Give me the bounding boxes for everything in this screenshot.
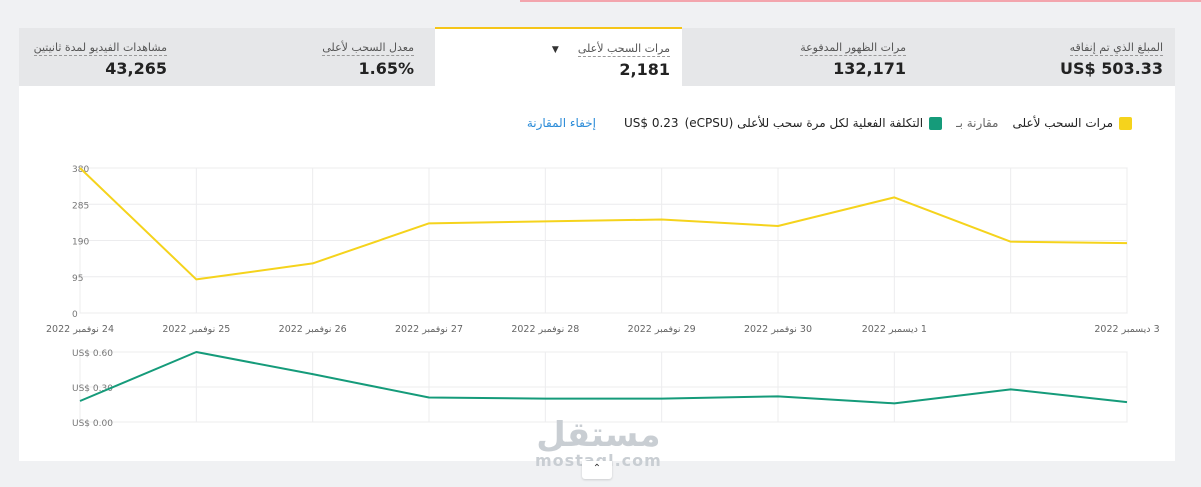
- metric-value: 2,181: [619, 60, 670, 79]
- metric-value: 43,265: [105, 59, 167, 78]
- legend-item-ecpsu[interactable]: التكلفة الفعلية لكل مرة سحب للأعلى (eCPS…: [624, 116, 943, 130]
- legend-item-swipe-ups[interactable]: مرات السحب لأعلى: [1012, 116, 1132, 130]
- y-tick-label: US$ 0.30: [72, 384, 113, 394]
- chart-legend: مرات السحب لأعلى مقارنة بـ التكلفة الفعل…: [527, 116, 1132, 130]
- y-tick-label: US$ 0.00: [72, 419, 113, 429]
- x-tick-label: 25 نوفمبر 2022: [162, 324, 230, 335]
- x-tick-label: 1 ديسمبر 2022: [862, 324, 927, 335]
- y-tick-label: 285: [72, 201, 89, 211]
- y-tick-label: 95: [72, 274, 83, 284]
- legend-value: US$ 0.23: [624, 116, 679, 130]
- x-tick-label: 26 نوفمبر 2022: [279, 324, 347, 335]
- metric-value: 132,171: [833, 59, 906, 78]
- metric-swipe-ups[interactable]: مرات السحب لأعلى ▼ 2,181: [435, 27, 682, 87]
- y-tick-label: US$ 0.60: [72, 349, 113, 359]
- watermark-text: مستقل: [536, 415, 661, 455]
- metrics-bar: المبلغ الذي تم إنفاقه US$ 503.33 مرات ال…: [19, 27, 1175, 87]
- series-line: [79, 167, 1128, 281]
- x-tick-label: 27 نوفمبر 2022: [395, 324, 463, 335]
- watermark-site: mostaql.com: [535, 452, 662, 470]
- metric-value: 1.65%: [358, 59, 414, 78]
- metric-value: US$ 503.33: [1060, 59, 1163, 78]
- dropdown-caret-icon[interactable]: ▼: [551, 45, 559, 55]
- chart-card: مرات السحب لأعلى مقارنة بـ التكلفة الفعل…: [19, 86, 1175, 461]
- top-accent-strip: [520, 0, 1201, 2]
- metric-label: مرات السحب لأعلى: [577, 42, 670, 57]
- x-tick-label: 24 نوفمبر 2022: [46, 324, 114, 335]
- x-tick-label: 29 نوفمبر 2022: [628, 324, 696, 335]
- metric-label: معدل السحب لأعلى: [322, 41, 414, 56]
- legend-label: التكلفة الفعلية لكل مرة سحب للأعلى (eCPS…: [684, 116, 924, 130]
- y-tick-label: 0: [72, 310, 78, 320]
- legend-label: مرات السحب لأعلى: [1012, 116, 1113, 130]
- hide-comparison-link[interactable]: إخفاء المقارنة: [526, 116, 596, 130]
- x-tick-label: 28 نوفمبر 2022: [511, 324, 579, 335]
- metric-paid-impressions[interactable]: مرات الظهور المدفوعة 132,171: [719, 28, 918, 86]
- watermark-logo: مستقل mostaql.com: [535, 418, 662, 470]
- metric-amount-spent[interactable]: المبلغ الذي تم إنفاقه US$ 503.33: [988, 28, 1175, 86]
- metric-label: مشاهدات الفيديو لمدة ثانيتين: [33, 41, 167, 56]
- x-tick-label: 30 نوفمبر 2022: [744, 324, 812, 335]
- metric-label: المبلغ الذي تم إنفاقه: [1069, 41, 1163, 56]
- y-tick-label: 190: [72, 238, 89, 248]
- metric-label: مرات الظهور المدفوعة: [800, 41, 906, 56]
- metric-video-views[interactable]: مشاهدات الفيديو لمدة ثانيتين 43,265: [19, 28, 179, 86]
- legend-swatch-green: [929, 116, 943, 130]
- series-line: [79, 351, 1128, 405]
- x-tick-label: 3 ديسمبر 2022: [1094, 324, 1159, 335]
- compare-label: مقارنة بـ: [956, 116, 999, 130]
- chevron-up-icon[interactable]: ⌃: [582, 461, 612, 479]
- legend-swatch-yellow: [1119, 116, 1132, 130]
- metric-swipe-up-rate[interactable]: معدل السحب لأعلى 1.65%: [219, 28, 426, 86]
